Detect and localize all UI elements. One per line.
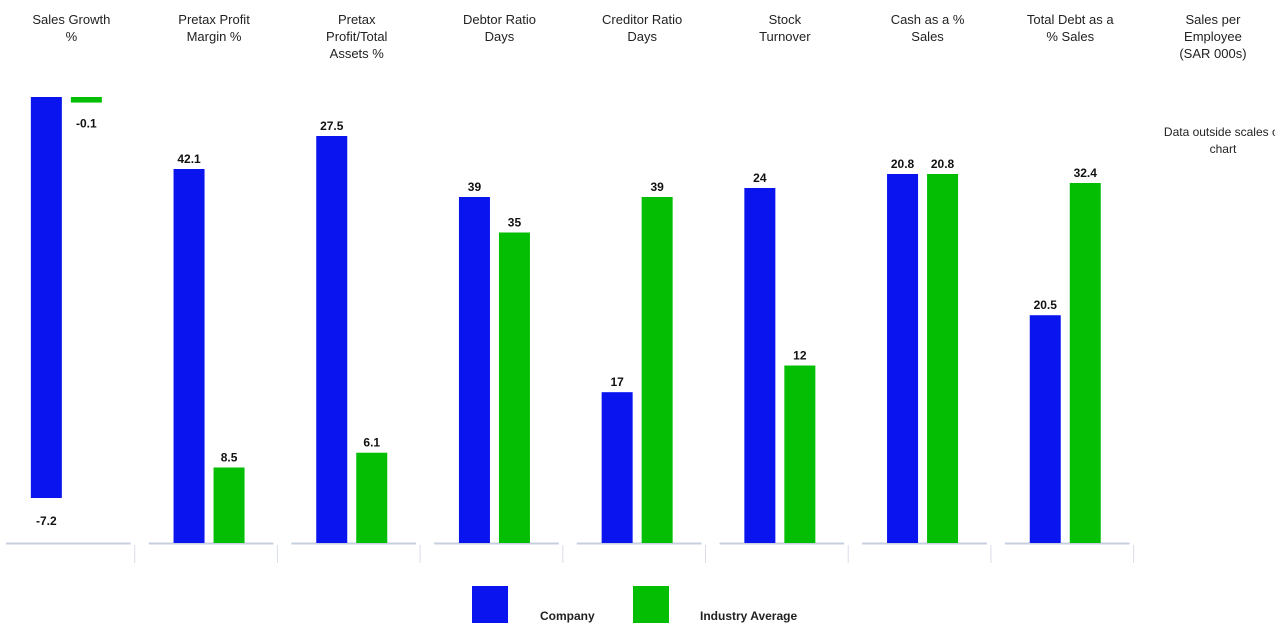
legend-industry-label: Industry Average [700,609,797,623]
value-label-company: 20.5 [1034,298,1058,312]
panel-title-line: Turnover [759,29,811,44]
panel-title-line: Debtor Ratio [463,12,536,27]
bar-company [458,197,490,543]
panel-title-line: Stock [769,12,802,27]
bar-industry [356,452,388,543]
panel-2: Pretax Profit/Total Assets % 27.5 6.1 [291,12,421,563]
panel-title-line: Total Debt as a [1027,12,1114,27]
panel-4: Creditor Ratio Days 17 39 [576,12,706,563]
bar-company [30,97,62,498]
value-label-industry: 6.1 [363,436,380,450]
value-label-company: 42.1 [177,152,201,166]
value-label-industry: 39 [650,180,664,194]
panel-title-line: Sales [911,29,944,44]
value-label-industry: 20.8 [931,157,955,171]
bar-company [887,174,919,543]
legend-company-label: Company [540,609,595,623]
panel-8: Sales per Employee (SAR 000s) Data outside … [1164,12,1275,156]
value-label-industry: 8.5 [221,450,238,464]
bar-industry [927,174,959,543]
value-label-industry: 35 [508,215,522,229]
panel-title-line: Pretax [338,12,376,27]
panel-title-line: Assets % [330,46,385,61]
panel-title-line: Sales Growth [32,12,110,27]
bar-industry [498,232,530,543]
value-label-company: 39 [468,180,482,194]
panel-3: Debtor Ratio Days 39 35 [434,12,564,563]
bar-industry [1069,183,1101,543]
bar-industry [641,197,673,543]
value-label-company: 20.8 [891,157,915,171]
legend-company-swatch [472,586,508,623]
legend: Company Industry Average [472,586,797,623]
value-label-industry: 32.4 [1074,166,1098,180]
panel-6: Cash as a % Sales 20.8 20.8 [862,12,992,563]
value-label-company: -7.2 [36,514,57,528]
panel-title-line: % [66,29,78,44]
bar-company [601,392,633,543]
value-label-company: 17 [610,375,624,389]
panel-title-line: Creditor Ratio [602,12,682,27]
bar-industry [784,365,816,543]
bar-industry [213,467,245,543]
panel-1: Pretax Profit Margin % 42.1 8.5 [148,12,278,563]
panel-title-line: Sales per [1185,12,1241,27]
panel-title-line: Pretax Profit [178,12,250,27]
bar-company [1029,315,1061,543]
value-label-industry: 12 [793,349,807,363]
panel-title-line: Days [485,29,515,44]
panel-note-line: Data outside scales of [1164,125,1275,139]
bar-company [316,136,348,543]
panel-0: Sales Growth% -7.2 -0.1 [6,12,136,563]
panel-7: Total Debt as a % Sales 20.5 32.4 [1004,12,1135,563]
legend-industry-swatch [633,586,669,623]
panel-title-line: % Sales [1046,29,1094,44]
bar-company [173,169,205,543]
panel-title-line: Profit/Total [326,29,388,44]
value-label-company: 24 [753,171,767,185]
value-label-company: 27.5 [320,119,344,133]
panel-title-line: Margin % [187,29,242,44]
bar-company [744,188,776,543]
bar-industry [70,97,102,103]
panel-title-line: Cash as a % [891,12,965,27]
value-label-industry: -0.1 [76,117,97,131]
panel-title-line: Employee [1184,29,1242,44]
panel-title-line: (SAR 000s) [1179,46,1246,61]
panel-title-line: Days [627,29,657,44]
panel-note-line: chart [1210,142,1237,156]
panel-5: Stock Turnover 24 12 [719,12,849,563]
